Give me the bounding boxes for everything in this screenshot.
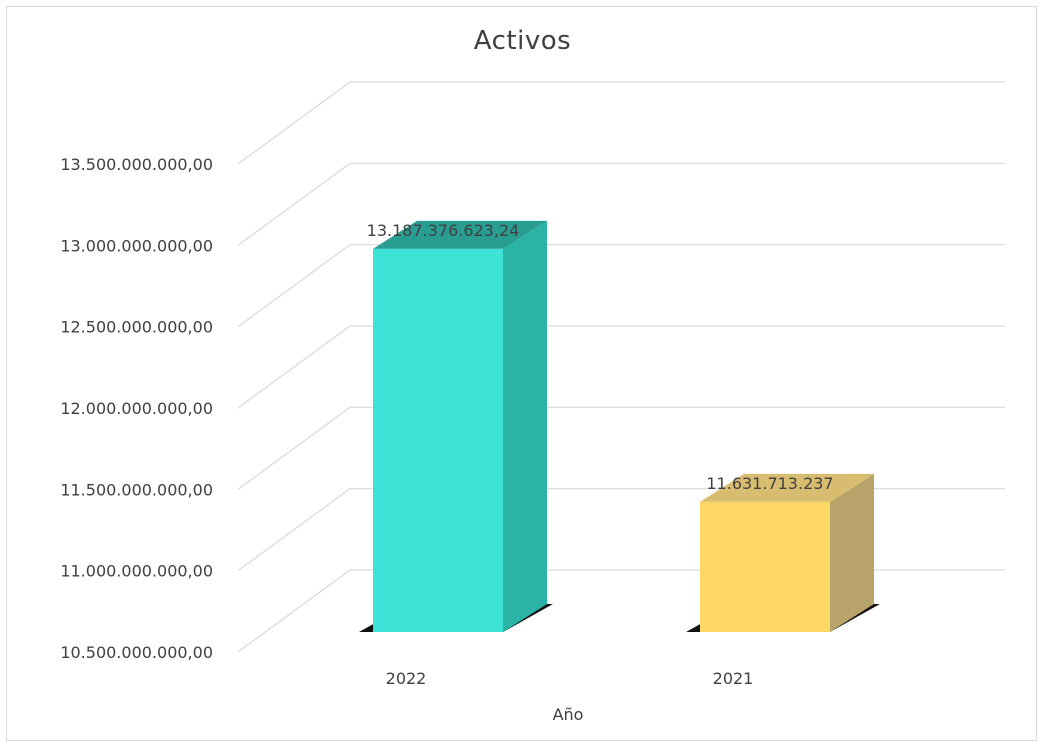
y-tick-label: 11.500.000.000,00	[60, 480, 213, 499]
data-label: 13.187.376.623,24	[367, 221, 520, 240]
y-tick-label: 12.500.000.000,00	[60, 318, 213, 337]
y-tick-label: 12.000.000.000,00	[60, 399, 213, 418]
gridline-depth	[237, 81, 351, 165]
y-tick-label: 13.000.000.000,00	[60, 236, 213, 255]
bar-side	[503, 220, 547, 633]
data-label: 11.631.713.237	[706, 474, 833, 493]
bar-side	[830, 473, 874, 632]
bar	[700, 501, 830, 632]
bar	[373, 248, 503, 633]
gridline-depth	[237, 488, 351, 572]
x-category-label: 2021	[713, 669, 754, 688]
y-tick-label: 11.000.000.000,00	[60, 562, 213, 581]
bars	[359, 220, 880, 633]
x-axis-categories: 2022 2021	[386, 669, 754, 688]
data-labels: 13.187.376.623,24 11.631.713.237	[367, 221, 834, 493]
gridline-depth	[237, 406, 351, 490]
gridline-depth	[237, 325, 351, 409]
gridline-depth	[237, 569, 351, 653]
y-tick-label: 10.500.000.000,00	[60, 643, 213, 662]
bar-top	[700, 473, 874, 502]
x-axis-title: Año	[553, 705, 584, 724]
x-category-label: 2022	[386, 669, 427, 688]
gridline-depth	[237, 162, 351, 246]
gridlines	[237, 81, 1005, 653]
y-tick-label: 13.500.000.000,00	[60, 155, 213, 174]
gridline-depth	[237, 244, 351, 328]
y-axis-ticks: 10.500.000.000,00 11.000.000.000,00 11.500…	[60, 155, 213, 662]
bar-top	[373, 220, 547, 249]
chart-title: Activos	[473, 26, 572, 56]
